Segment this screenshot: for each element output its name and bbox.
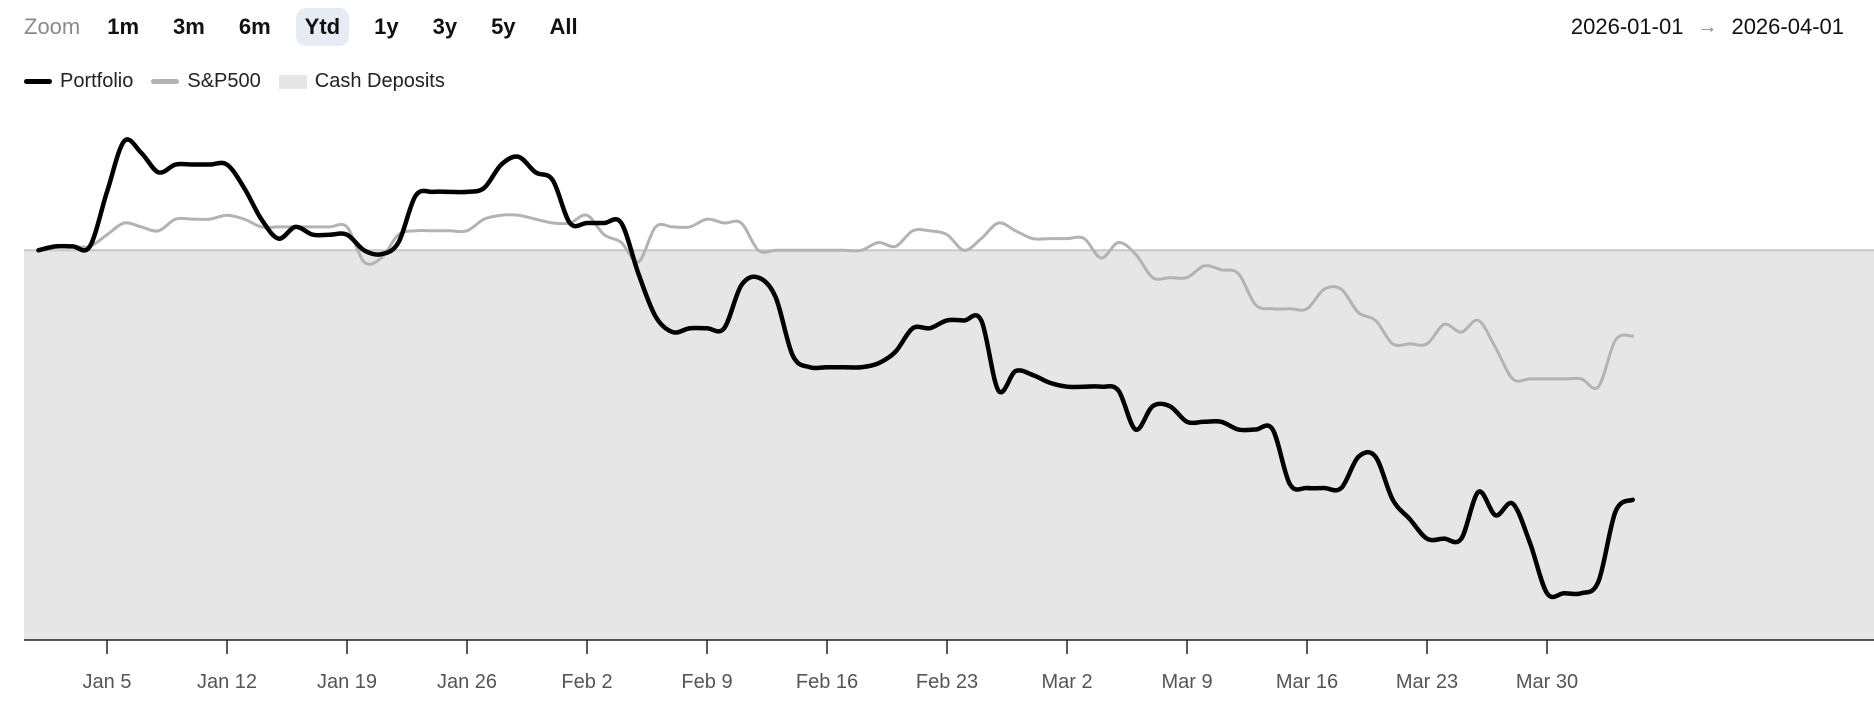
x-tick-label-1: Jan 12	[197, 671, 257, 693]
legend-label-cash-deposits: Cash Deposits	[314, 70, 445, 92]
zoom-ytd-button[interactable]: Ytd	[295, 8, 350, 46]
x-tick-label-0: Jan 5	[83, 671, 132, 693]
x-tick-label-8: Mar 2	[1041, 671, 1092, 693]
legend-item-cash-deposits[interactable]: Cash Deposits	[278, 70, 445, 93]
range-start-date[interactable]: 2026-01-01	[1570, 14, 1684, 39]
legend-item-sp500[interactable]: S&P500	[151, 70, 261, 93]
zoom-3m-button[interactable]: 3m	[173, 14, 205, 39]
zoom-5y-button[interactable]: 5y	[491, 14, 516, 39]
zoom-bar: Zoom 1m 3m 6m Ytd 1y 3y 5y All	[24, 8, 595, 46]
zoom-6m-button[interactable]: 6m	[238, 14, 271, 39]
legend-label-portfolio: Portfolio	[60, 70, 134, 92]
x-tick-label-6: Feb 16	[796, 671, 858, 693]
sp500-swatch-icon	[151, 79, 180, 84]
legend-item-portfolio[interactable]: Portfolio	[24, 70, 133, 93]
zoom-label: Zoom	[24, 14, 81, 39]
sp500-series-line	[36, 213, 1635, 390]
arrow-right-icon: →	[1697, 15, 1718, 38]
x-tick-label-11: Mar 23	[1396, 671, 1458, 693]
zoom-1m-button[interactable]: 1m	[107, 14, 140, 39]
x-tick-label-12: Mar 30	[1516, 671, 1578, 693]
x-tick-label-4: Feb 2	[561, 671, 612, 693]
zoom-all-button[interactable]: All	[549, 14, 578, 39]
date-range: 2026-01-01 → 2026-04-01	[1571, 8, 1844, 46]
zoom-3y-button[interactable]: 3y	[432, 14, 458, 39]
zoom-1y-button[interactable]: 1y	[374, 14, 399, 39]
cash-deposits-area	[24, 250, 1874, 640]
portfolio-swatch-icon	[24, 79, 52, 84]
x-tick-label-3: Jan 26	[437, 671, 497, 693]
cash-deposits-swatch-icon	[278, 74, 307, 89]
legend-label-sp500: S&P500	[187, 70, 261, 92]
x-tick-label-10: Mar 16	[1276, 671, 1338, 693]
x-tick-label-2: Jan 19	[317, 671, 377, 693]
chart-legend: Portfolio S&P500 Cash Deposits	[24, 70, 463, 93]
x-tick-label-7: Feb 23	[916, 671, 978, 693]
x-tick-label-9: Mar 9	[1161, 671, 1212, 693]
x-tick-label-5: Feb 9	[681, 671, 732, 693]
range-end-date[interactable]: 2026-04-01	[1731, 14, 1844, 39]
portfolio-series-line	[36, 137, 1635, 600]
